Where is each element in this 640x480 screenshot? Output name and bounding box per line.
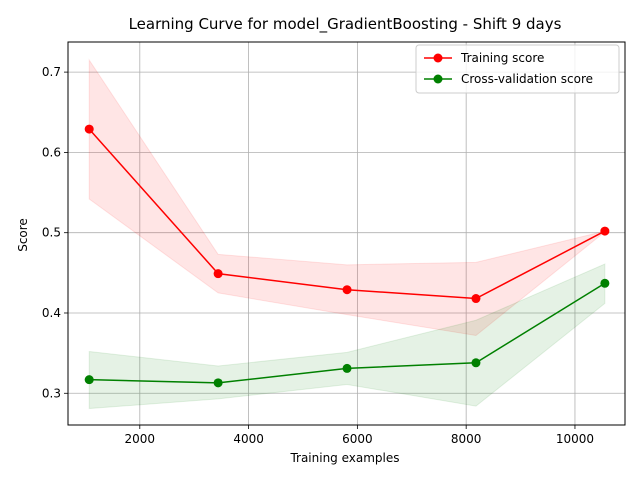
series-points (84, 124, 610, 388)
x-tick-label: 8000 (451, 432, 482, 446)
data-point-1 (471, 358, 481, 368)
y-tick-label: 0.3 (42, 386, 61, 400)
data-point-1 (213, 378, 223, 388)
data-point-1 (84, 375, 94, 385)
x-axis-ticks: 2000 4000 6000 8000 10000 (125, 425, 594, 446)
data-point-0 (342, 285, 352, 295)
legend-marker-0 (433, 53, 443, 63)
y-tick-label: 0.5 (42, 226, 61, 240)
x-tick-label: 6000 (342, 432, 373, 446)
x-tick-label: 2000 (125, 432, 156, 446)
y-axis-ticks: 0.3 0.4 0.5 0.6 0.7 (42, 65, 68, 400)
data-point-0 (600, 226, 610, 236)
y-axis-label: Score (16, 218, 30, 252)
legend: Training score Cross-validation score (415, 44, 620, 94)
x-axis-label: Training examples (289, 451, 399, 465)
data-point-1 (600, 278, 610, 288)
y-tick-label: 0.4 (42, 306, 61, 320)
y-tick-label: 0.7 (42, 65, 61, 79)
legend-label-0: Training score (460, 51, 544, 65)
x-tick-label: 4000 (233, 432, 264, 446)
confidence-bands (88, 58, 606, 410)
data-point-0 (84, 124, 94, 134)
y-tick-label: 0.6 (42, 145, 61, 159)
plot-frame (67, 41, 626, 426)
legend-marker-1 (433, 74, 443, 84)
legend-label-1: Cross-validation score (461, 72, 593, 86)
data-point-0 (471, 294, 481, 304)
data-point-1 (342, 363, 352, 373)
x-tick-label: 10000 (556, 432, 594, 446)
chart-title: Learning Curve for model_GradientBoostin… (129, 15, 562, 34)
legend-box (415, 44, 620, 94)
confidence-band-1 (88, 263, 606, 410)
data-point-0 (213, 269, 223, 279)
